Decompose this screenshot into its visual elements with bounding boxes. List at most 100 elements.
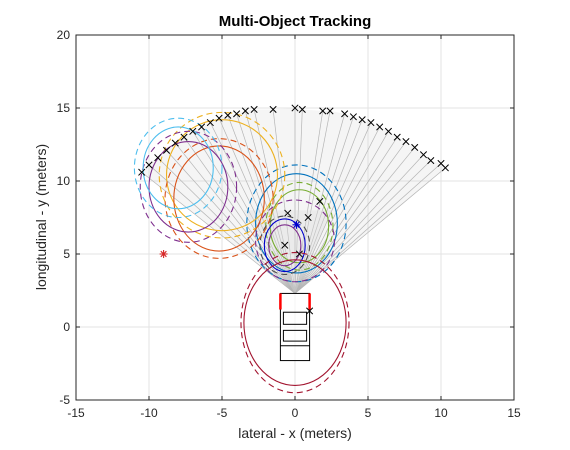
detection-stroke [162, 146, 171, 154]
x-tick-label: -15 [67, 406, 85, 420]
x-tick-label: -10 [140, 406, 158, 420]
chart-title: Multi-Object Tracking [219, 13, 372, 30]
x-tick-label: 5 [365, 406, 372, 420]
uncertainty-ellipse [255, 173, 338, 274]
detection-marker [319, 107, 327, 115]
detection-stroke [145, 161, 153, 169]
detection-marker [269, 105, 277, 114]
y-tick-label: 0 [63, 320, 70, 334]
beam-ray [166, 150, 296, 294]
x-tick-label: 0 [292, 406, 299, 420]
vehicle-windshield [282, 311, 308, 325]
detection-stroke [437, 159, 445, 168]
beam-ray [294, 131, 389, 294]
detection-marker [393, 133, 401, 141]
detection-marker [171, 139, 179, 147]
track-stroke [293, 221, 300, 228]
detection-marker [189, 127, 197, 135]
beam-fan-area [141, 108, 446, 294]
detection-stroke [233, 110, 241, 118]
detection-marker [206, 119, 214, 127]
detection-stroke [349, 113, 357, 121]
detection-stroke [224, 111, 232, 119]
detection-stroke [241, 107, 249, 115]
y-axis-label: longitudinal - y (meters) [33, 144, 49, 290]
detection-layer [138, 104, 449, 315]
y-tick-label: 15 [57, 101, 71, 115]
ellipse-layer [133, 111, 350, 394]
beam-ray [141, 171, 296, 294]
beam-ray [272, 109, 296, 294]
detection-stroke [171, 139, 179, 147]
beam-ray [294, 163, 442, 294]
ego-vehicle [279, 292, 311, 362]
detection-stroke [441, 164, 449, 172]
detection-marker [384, 127, 392, 135]
detection-marker [291, 104, 299, 112]
detection-stroke [316, 197, 324, 205]
detection-stroke [206, 119, 214, 127]
detection-marker [250, 105, 258, 114]
detection-marker [154, 154, 162, 162]
detection-marker [281, 241, 289, 249]
detection-marker [376, 123, 384, 131]
detection-marker [298, 105, 306, 114]
y-tick-label: 5 [63, 247, 70, 261]
y-tick-label: -5 [59, 393, 70, 407]
detection-marker [145, 161, 153, 169]
tick-layer: -15 -10 -5 0 5 10 15 -5 0 5 10 15 20 [57, 28, 521, 420]
beam-ray [294, 122, 372, 294]
y-tick-label: 10 [57, 174, 71, 188]
detection-stroke [402, 138, 410, 146]
detection-stroke [154, 154, 162, 162]
detection-marker [162, 146, 171, 154]
uncertainty-ellipse-dashed [240, 251, 350, 394]
detection-stroke [295, 250, 303, 258]
uncertainty-ellipse [142, 126, 214, 210]
detection-marker [215, 114, 223, 122]
detection-marker [427, 157, 435, 165]
detection-marker [304, 213, 312, 222]
detection-stroke [284, 209, 292, 217]
detection-marker [233, 110, 241, 118]
detection-stroke [427, 157, 435, 165]
beam-fan-layer [141, 108, 446, 294]
x-tick-label: 15 [507, 406, 521, 420]
uncertainty-ellipse-dashed [139, 130, 238, 243]
detection-marker [358, 116, 366, 124]
detection-stroke [326, 107, 334, 115]
detection-stroke [411, 143, 419, 151]
detection-stroke [189, 127, 197, 135]
uncertainty-ellipse [243, 259, 347, 386]
detection-marker [138, 168, 146, 176]
beam-ray [294, 116, 354, 294]
uncertainty-ellipse-dashed [158, 111, 286, 239]
detection-marker [295, 250, 303, 258]
detection-stroke [298, 105, 306, 114]
detection-stroke [319, 107, 327, 115]
detection-stroke [341, 110, 349, 118]
detection-stroke [215, 114, 223, 122]
detection-marker [419, 151, 428, 159]
beam-ray [294, 154, 424, 294]
detection-stroke [367, 119, 375, 127]
detection-marker [198, 123, 206, 131]
vehicle-roof [282, 329, 308, 342]
x-tick-label: 10 [434, 406, 448, 420]
detection-marker [349, 113, 357, 121]
uncertainty-ellipse [173, 145, 265, 252]
detection-stroke [384, 127, 392, 135]
beam-ray [294, 160, 432, 294]
beam-ray [294, 119, 363, 294]
track-marker [159, 250, 168, 258]
uncertainty-ellipse [148, 141, 229, 233]
vehicle-body [279, 292, 311, 362]
y-tick-label: 20 [57, 28, 71, 42]
detection-stroke [250, 105, 258, 114]
detection-marker [284, 209, 292, 217]
track-marker [292, 220, 301, 229]
detection-marker [224, 111, 232, 119]
detection-stroke [138, 168, 146, 176]
detection-marker [316, 197, 324, 205]
